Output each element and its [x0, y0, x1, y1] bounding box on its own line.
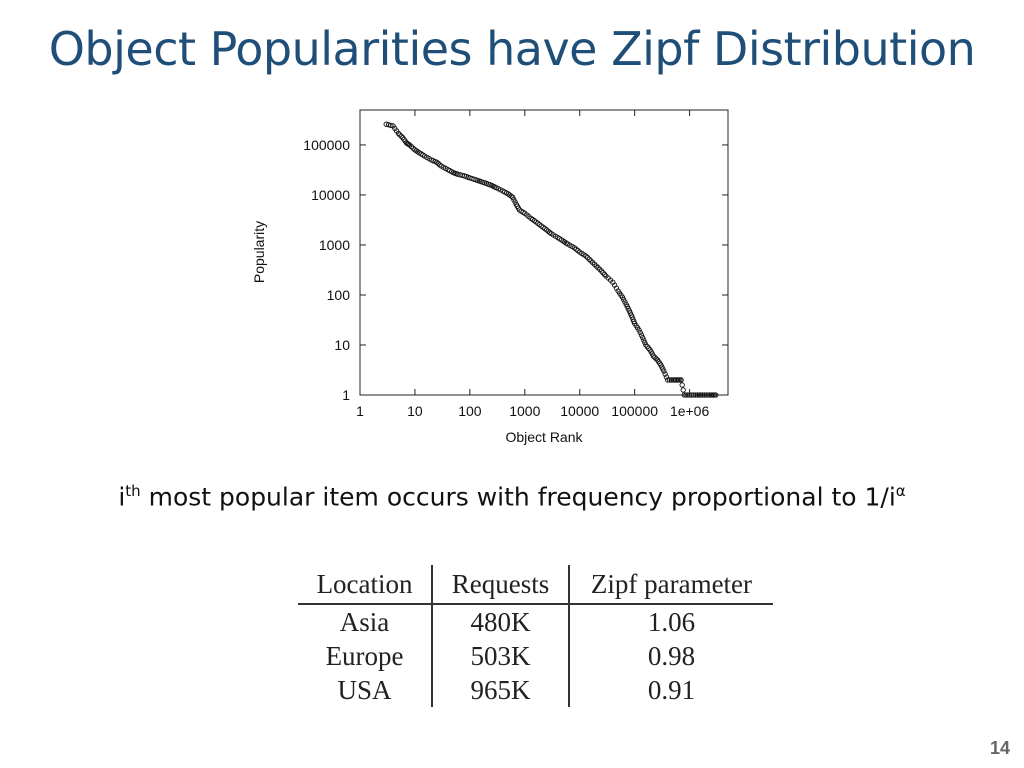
data-point [699, 392, 706, 398]
cell-zipf-parameter: 0.98 [647, 641, 696, 671]
table-header-row: Location Requests Zipf parameter [298, 565, 773, 605]
x-axis-label: Object Rank [505, 429, 583, 445]
data-point [546, 229, 553, 235]
data-point [437, 162, 443, 168]
data-point [701, 392, 708, 398]
header-zipf-parameter: Zipf parameter [568, 565, 773, 605]
x-axis-ticks: 1 10 100 1000 10000 100000 1e+06 [356, 110, 709, 419]
data-point [395, 130, 402, 137]
y-axis-ticks: 1 10 100 1000 10000 100000 [303, 137, 728, 403]
zipf-chart: 1 10 100 1000 10000 100000 1e+06 1 10 100 1000 100… [240, 100, 740, 450]
data-point [601, 271, 608, 278]
data-point [637, 329, 643, 336]
data-point [691, 392, 697, 398]
cell-zipf-parameter: 0.91 [647, 675, 696, 705]
data-point [678, 377, 684, 383]
data-point [679, 382, 685, 388]
x-tick-label: 10000 [560, 403, 599, 419]
zipf-chart-svg: 1 10 100 1000 10000 100000 1e+06 1 10 100 1000 100… [251, 109, 729, 445]
data-point [680, 387, 686, 393]
cell-location: Europe [298, 639, 434, 673]
data-point [705, 392, 711, 398]
page-number: 14 [989, 738, 1010, 758]
data-point [662, 371, 668, 377]
y-tick-label: 100000 [303, 137, 350, 153]
caption-alpha: α [895, 482, 906, 500]
data-point [642, 339, 648, 346]
x-tick-label: 100 [458, 403, 482, 419]
data-point [652, 354, 658, 361]
zipf-parameter-table: Location Requests Zipf parameter Asia 48… [298, 565, 773, 707]
data-point [636, 327, 642, 333]
cell-location: Asia [298, 604, 434, 639]
x-tick-label: 10 [407, 403, 423, 419]
data-point [398, 133, 404, 139]
y-tick-label: 1 [342, 387, 350, 403]
cell-requests: 965K [432, 673, 570, 707]
data-point [693, 392, 699, 398]
data-point [661, 368, 667, 374]
table-row: USA 965K 0.91 [298, 673, 773, 707]
plot-frame [359, 109, 729, 396]
cell-requests: 503K [432, 639, 570, 673]
table-row: Europe 503K 0.98 [298, 639, 773, 673]
data-points [383, 121, 719, 398]
data-point [508, 193, 514, 199]
data-point [598, 268, 605, 274]
data-point [644, 343, 650, 350]
data-point [665, 377, 671, 383]
y-tick-label: 10000 [311, 187, 350, 203]
data-point [388, 122, 394, 129]
header-location: Location [298, 565, 434, 605]
data-point [600, 270, 606, 276]
cell-requests: 480K [432, 604, 570, 639]
data-point [650, 353, 657, 359]
slide-title: Object Popularities have Zipf Distributi… [48, 22, 976, 76]
y-axis-label: Popularity [251, 221, 267, 283]
data-point [696, 392, 702, 398]
x-tick-label: 1000 [509, 403, 540, 419]
data-point [666, 377, 673, 383]
caption-prefix: i [118, 482, 126, 512]
data-point [397, 132, 403, 138]
data-point [663, 374, 670, 380]
data-point [713, 392, 719, 398]
data-point [641, 337, 647, 343]
cell-location: USA [298, 673, 434, 707]
caption-superscript: th [125, 482, 141, 500]
data-point [694, 392, 701, 398]
table-row: Asia 480K 1.06 [298, 604, 773, 639]
data-point [584, 255, 591, 261]
data-point [640, 335, 646, 341]
y-tick-label: 1000 [319, 237, 350, 253]
zipf-table-container: Location Requests Zipf parameter Asia 48… [298, 565, 773, 710]
data-point [583, 253, 589, 259]
data-point [683, 392, 689, 398]
header-requests: Requests [432, 565, 570, 605]
x-tick-label: 1e+06 [670, 403, 710, 419]
x-tick-label: 1 [356, 403, 364, 419]
data-point [638, 332, 645, 338]
data-point [685, 392, 691, 398]
x-tick-label: 100000 [611, 403, 658, 419]
data-point [703, 392, 709, 398]
data-point [698, 392, 704, 398]
caption: ith most popular item occurs with freque… [0, 482, 1024, 511]
data-point [586, 256, 592, 262]
y-tick-label: 100 [327, 287, 351, 303]
caption-text: most popular item occurs with frequency … [140, 482, 896, 512]
data-point [681, 392, 687, 398]
y-tick-label: 10 [334, 337, 350, 353]
cell-zipf-parameter: 1.06 [647, 607, 696, 637]
